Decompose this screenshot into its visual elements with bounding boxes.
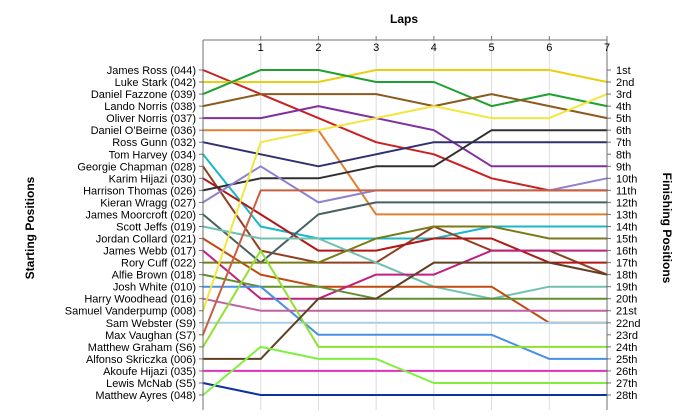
finishing-position-label: 8th bbox=[616, 149, 631, 161]
finishing-position-label: 18th bbox=[616, 270, 637, 282]
finishing-position-label: 10th bbox=[616, 173, 637, 185]
series-line-21 bbox=[202, 93, 608, 312]
axes bbox=[199, 36, 611, 410]
x-tick-label: 4 bbox=[431, 42, 437, 54]
starting-position-label: Matthew Graham (S6) bbox=[88, 342, 196, 354]
finishing-position-label: 22nd bbox=[616, 318, 640, 330]
finishing-position-label: 13th bbox=[616, 209, 637, 221]
x-tick-label: 3 bbox=[373, 42, 379, 54]
starting-position-label: Akoufe Hijazi (035) bbox=[103, 366, 196, 378]
starting-position-label: Scott Jeffs (019) bbox=[116, 221, 196, 233]
starting-position-label: James Moorcroft (020) bbox=[85, 209, 196, 221]
starting-position-label: Jordan Collard (021) bbox=[96, 234, 196, 246]
finishing-position-label: 17th bbox=[616, 258, 637, 270]
finishing-position-label: 15th bbox=[616, 234, 637, 246]
finishing-position-label: 23rd bbox=[616, 330, 638, 342]
starting-position-label: Lando Norris (038) bbox=[104, 101, 196, 113]
x-tick-label: 2 bbox=[315, 42, 321, 54]
starting-position-label: Georgie Chapman (028) bbox=[77, 161, 196, 173]
starting-position-label: Karim Hijazi (030) bbox=[109, 173, 196, 185]
y-axis-title-right: Finishing Positions bbox=[660, 173, 674, 284]
starting-position-label: Lewis McNab (S5) bbox=[106, 378, 196, 390]
x-tick-label: 1 bbox=[258, 42, 264, 54]
starting-position-label: Kieran Wragg (027) bbox=[100, 197, 196, 209]
series-line-20 bbox=[202, 297, 608, 312]
x-tick-label: 5 bbox=[489, 42, 495, 54]
starting-position-label: Tom Harvey (034) bbox=[109, 149, 196, 161]
starting-position-label: Harry Woodhead (016) bbox=[84, 294, 196, 306]
finishing-position-label: 25th bbox=[616, 354, 637, 366]
finishing-position-label: 14th bbox=[616, 221, 637, 233]
series-lines bbox=[202, 69, 608, 396]
series-line-19 bbox=[202, 285, 608, 360]
starting-position-label: Daniel O'Beirne (036) bbox=[91, 125, 196, 137]
finishing-position-label: 20th bbox=[616, 294, 637, 306]
starting-position-label: Luke Stark (042) bbox=[115, 77, 196, 89]
finishing-position-label: 6th bbox=[616, 125, 631, 137]
series-line-10 bbox=[202, 177, 608, 264]
series-line-11 bbox=[202, 129, 608, 192]
starting-position-label: Sam Webster (S9) bbox=[106, 318, 196, 330]
x-tick-label: 7 bbox=[604, 42, 610, 54]
starting-position-label: Max Vaughan (S7) bbox=[105, 330, 196, 342]
finishing-position-label: 16th bbox=[616, 246, 637, 258]
finishing-position-label: 2nd bbox=[616, 77, 634, 89]
series-line-3 bbox=[202, 69, 608, 108]
series-line-16 bbox=[202, 249, 608, 300]
finishing-position-label: 21st bbox=[616, 306, 637, 318]
starting-position-label: Alfonso Skriczka (006) bbox=[86, 354, 196, 366]
finishing-position-label: 27th bbox=[616, 378, 637, 390]
y-axis-title-left: Starting Positions bbox=[23, 176, 37, 279]
starting-position-label: Daniel Fazzone (039) bbox=[91, 89, 196, 101]
finishing-position-label: 9th bbox=[616, 161, 631, 173]
series-line-23 bbox=[202, 189, 608, 336]
finishing-position-label: 11th bbox=[616, 185, 637, 197]
starting-position-label: Matthew Ayres (048) bbox=[95, 390, 196, 402]
series-line-7 bbox=[202, 141, 608, 168]
starting-position-label: Harrison Thomas (026) bbox=[83, 185, 196, 197]
finishing-position-label: 7th bbox=[616, 137, 631, 149]
starting-position-label: Samuel Vanderpump (008) bbox=[65, 306, 196, 318]
finishing-position-label: 3rd bbox=[616, 89, 632, 101]
finishing-position-label: 12th bbox=[616, 197, 637, 209]
series-line-28 bbox=[202, 345, 608, 396]
series-line-5 bbox=[202, 105, 608, 168]
series-line-17 bbox=[202, 225, 608, 264]
series-line-15 bbox=[202, 237, 608, 324]
starting-position-label: Josh White (010) bbox=[113, 282, 196, 294]
starting-position-label: James Webb (017) bbox=[103, 246, 196, 258]
series-line-6 bbox=[202, 129, 608, 216]
starting-position-label: Rory Cuff (022) bbox=[121, 258, 196, 270]
x-tick-label: 6 bbox=[546, 42, 552, 54]
x-axis-title: Laps bbox=[390, 12, 418, 26]
series-line-27 bbox=[202, 382, 608, 396]
series-line-18 bbox=[202, 273, 608, 300]
finishing-position-label: 1st bbox=[616, 65, 631, 77]
series-line-2 bbox=[202, 69, 608, 83]
series-line-13 bbox=[202, 201, 608, 264]
series-line-4 bbox=[202, 93, 608, 120]
starting-position-label: Alfie Brown (018) bbox=[112, 270, 196, 282]
series-line-8 bbox=[202, 153, 608, 240]
starting-position-label: Oliver Norris (037) bbox=[106, 113, 196, 125]
finishing-position-label: 4th bbox=[616, 101, 631, 113]
starting-position-label: James Ross (044) bbox=[107, 65, 196, 77]
starting-position-label: Ross Gunn (032) bbox=[112, 137, 196, 149]
finishing-position-label: 24th bbox=[616, 342, 637, 354]
finishing-position-label: 28th bbox=[616, 390, 637, 402]
finishing-position-label: 5th bbox=[616, 113, 631, 125]
finishing-position-label: 19th bbox=[616, 282, 637, 294]
finishing-position-label: 26th bbox=[616, 366, 637, 378]
series-line-24 bbox=[202, 249, 608, 348]
